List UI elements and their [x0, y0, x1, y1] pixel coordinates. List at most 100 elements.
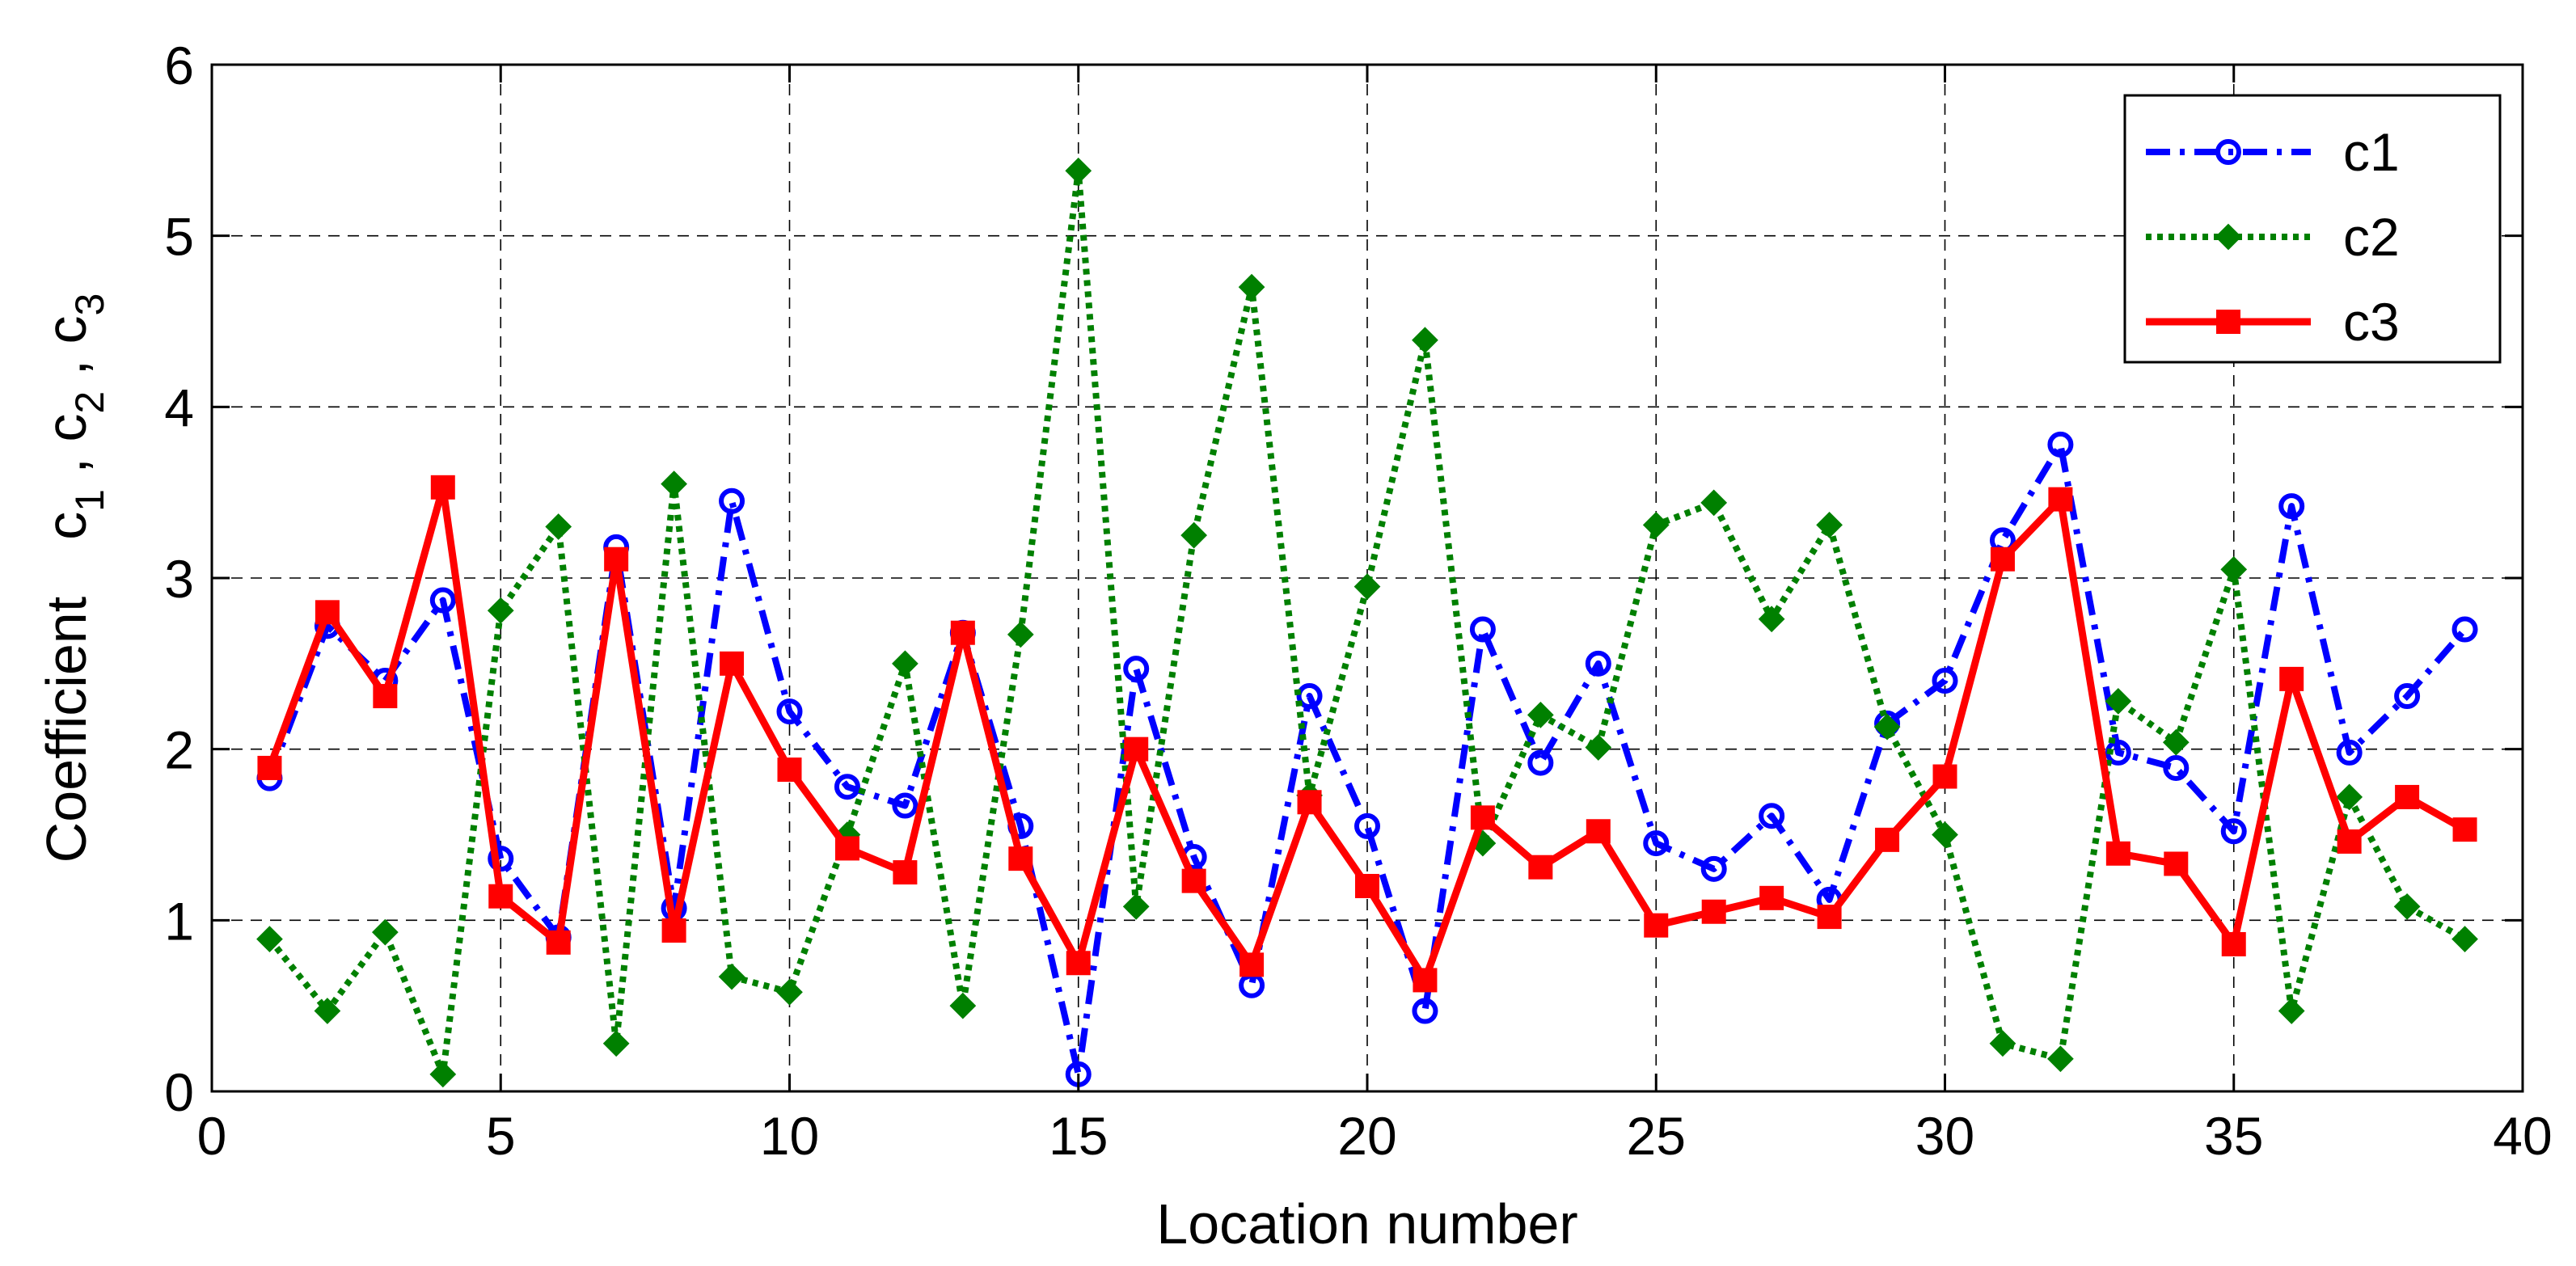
data-point-c2: [545, 513, 572, 540]
x-tick-label: 25: [1627, 1106, 1686, 1166]
data-point-c3: [488, 884, 513, 909]
data-point-c2: [2451, 926, 2478, 952]
data-point-c3: [1066, 951, 1091, 976]
data-point-c3: [1932, 764, 1957, 789]
y-axis-title-separator: ,: [35, 442, 98, 489]
data-point-c3: [1355, 874, 1379, 898]
data-point-c1: [1585, 650, 1611, 677]
data-point-c3: [2221, 931, 2246, 956]
data-point-c2: [1642, 512, 1670, 538]
data-point-c3: [1413, 968, 1438, 993]
data-point-c2: [718, 963, 745, 990]
legend-swatch-marker: [2216, 310, 2240, 334]
legend-box: [2123, 94, 2502, 364]
data-point-c2: [1122, 893, 1150, 920]
data-point-c2: [949, 992, 977, 1019]
data-point-c3: [2048, 487, 2073, 512]
series-line-c2: [267, 167, 2467, 1078]
data-point-c2: [1932, 821, 1958, 848]
legend-swatch-marker: [2215, 139, 2241, 165]
data-point-c1: [2394, 683, 2421, 710]
data-point-c1: [1354, 812, 1380, 839]
x-tick-label: 15: [1049, 1106, 1108, 1166]
data-point-c2: [892, 650, 918, 677]
series-layer: [256, 157, 2478, 1088]
data-point-c3: [2164, 851, 2189, 876]
series-c2: [256, 157, 2478, 1088]
data-point-c1: [719, 487, 745, 514]
y-axis-title-text: Coefficient c1 , c2 , c3: [35, 293, 112, 863]
data-point-c1: [1469, 616, 1496, 643]
data-point-c1: [1527, 749, 1554, 776]
data-point-c1: [892, 792, 918, 819]
data-point-c1: [2451, 616, 2478, 643]
legend-label: c3: [2343, 292, 2400, 352]
tick-labels: 0 5 10 15 20 25 30 35 40 0 1 2 3 4 5 6: [164, 36, 2552, 1166]
y-tick-label: 1: [164, 891, 194, 951]
data-point-c2: [1989, 1030, 2016, 1057]
data-point-c1: [1700, 855, 1727, 882]
data-point-c1: [1412, 998, 1438, 1024]
legend-label: c1: [2343, 122, 2400, 182]
data-point-c2: [2278, 998, 2305, 1024]
data-point-c1: [2220, 818, 2247, 845]
y-tick-label: 6: [164, 36, 194, 95]
data-point-c3: [1759, 885, 1784, 910]
data-point-c3: [1990, 546, 2015, 572]
axis-ticks: [210, 63, 2524, 1093]
y-tick-label: 4: [164, 378, 194, 437]
data-point-c3: [2395, 784, 2420, 809]
legend-label: c2: [2343, 207, 2400, 267]
data-point-c3: [1239, 952, 1265, 977]
legend-item-c3: c3: [2146, 292, 2400, 352]
data-point-c2: [1816, 512, 1843, 538]
data-point-c3: [430, 475, 455, 500]
y-axis-title-symbol: c: [35, 414, 98, 442]
data-point-c2: [1412, 327, 1438, 354]
y-axis-title: Coefficient c1 , c2 , c3: [35, 293, 112, 863]
data-point-c3: [257, 755, 282, 780]
data-point-c1: [834, 774, 860, 800]
series-c3: [257, 475, 2477, 993]
data-point-c2: [2393, 893, 2421, 920]
legend-item-c2: c2: [2146, 207, 2400, 267]
data-point-c3: [1875, 827, 1900, 852]
data-point-c3: [546, 930, 571, 955]
data-point-c2: [1180, 521, 1208, 549]
data-point-c3: [1817, 905, 1842, 930]
y-axis-title-symbol: c: [35, 512, 98, 540]
data-point-c2: [2162, 728, 2190, 756]
x-axis-title: Location number: [1156, 1192, 1577, 1255]
data-point-c2: [1527, 701, 1554, 728]
data-point-c3: [2452, 817, 2477, 842]
data-point-c1: [2163, 754, 2190, 781]
data-point-c2: [487, 597, 514, 624]
data-point-c3: [950, 620, 975, 645]
data-point-c2: [2220, 556, 2248, 583]
x-tick-label: 35: [2204, 1106, 2263, 1166]
y-axis-title-separator: ,: [35, 344, 98, 391]
data-point-c3: [2279, 666, 2304, 691]
x-tick-label: 10: [760, 1106, 819, 1166]
data-point-c1: [488, 846, 514, 872]
data-point-c2: [602, 1030, 630, 1057]
data-point-c1: [1643, 830, 1670, 857]
legend-swatch-marker: [2215, 223, 2242, 251]
data-point-c3: [2105, 841, 2130, 866]
data-point-c1: [776, 698, 803, 725]
data-point-c3: [720, 651, 745, 676]
y-tick-label: 3: [164, 549, 194, 609]
data-point-c2: [2336, 783, 2363, 811]
data-point-c2: [256, 926, 283, 952]
data-point-c3: [1470, 805, 1495, 830]
data-point-c3: [2337, 829, 2362, 854]
x-tick-label: 40: [2493, 1106, 2552, 1166]
data-point-c2: [1007, 621, 1034, 648]
data-point-c1: [429, 587, 456, 614]
y-tick-label: 0: [164, 1062, 194, 1122]
data-point-c3: [1586, 819, 1611, 844]
data-point-c2: [2047, 1045, 2074, 1073]
y-tick-label: 2: [164, 720, 194, 780]
data-point-c2: [371, 918, 399, 946]
